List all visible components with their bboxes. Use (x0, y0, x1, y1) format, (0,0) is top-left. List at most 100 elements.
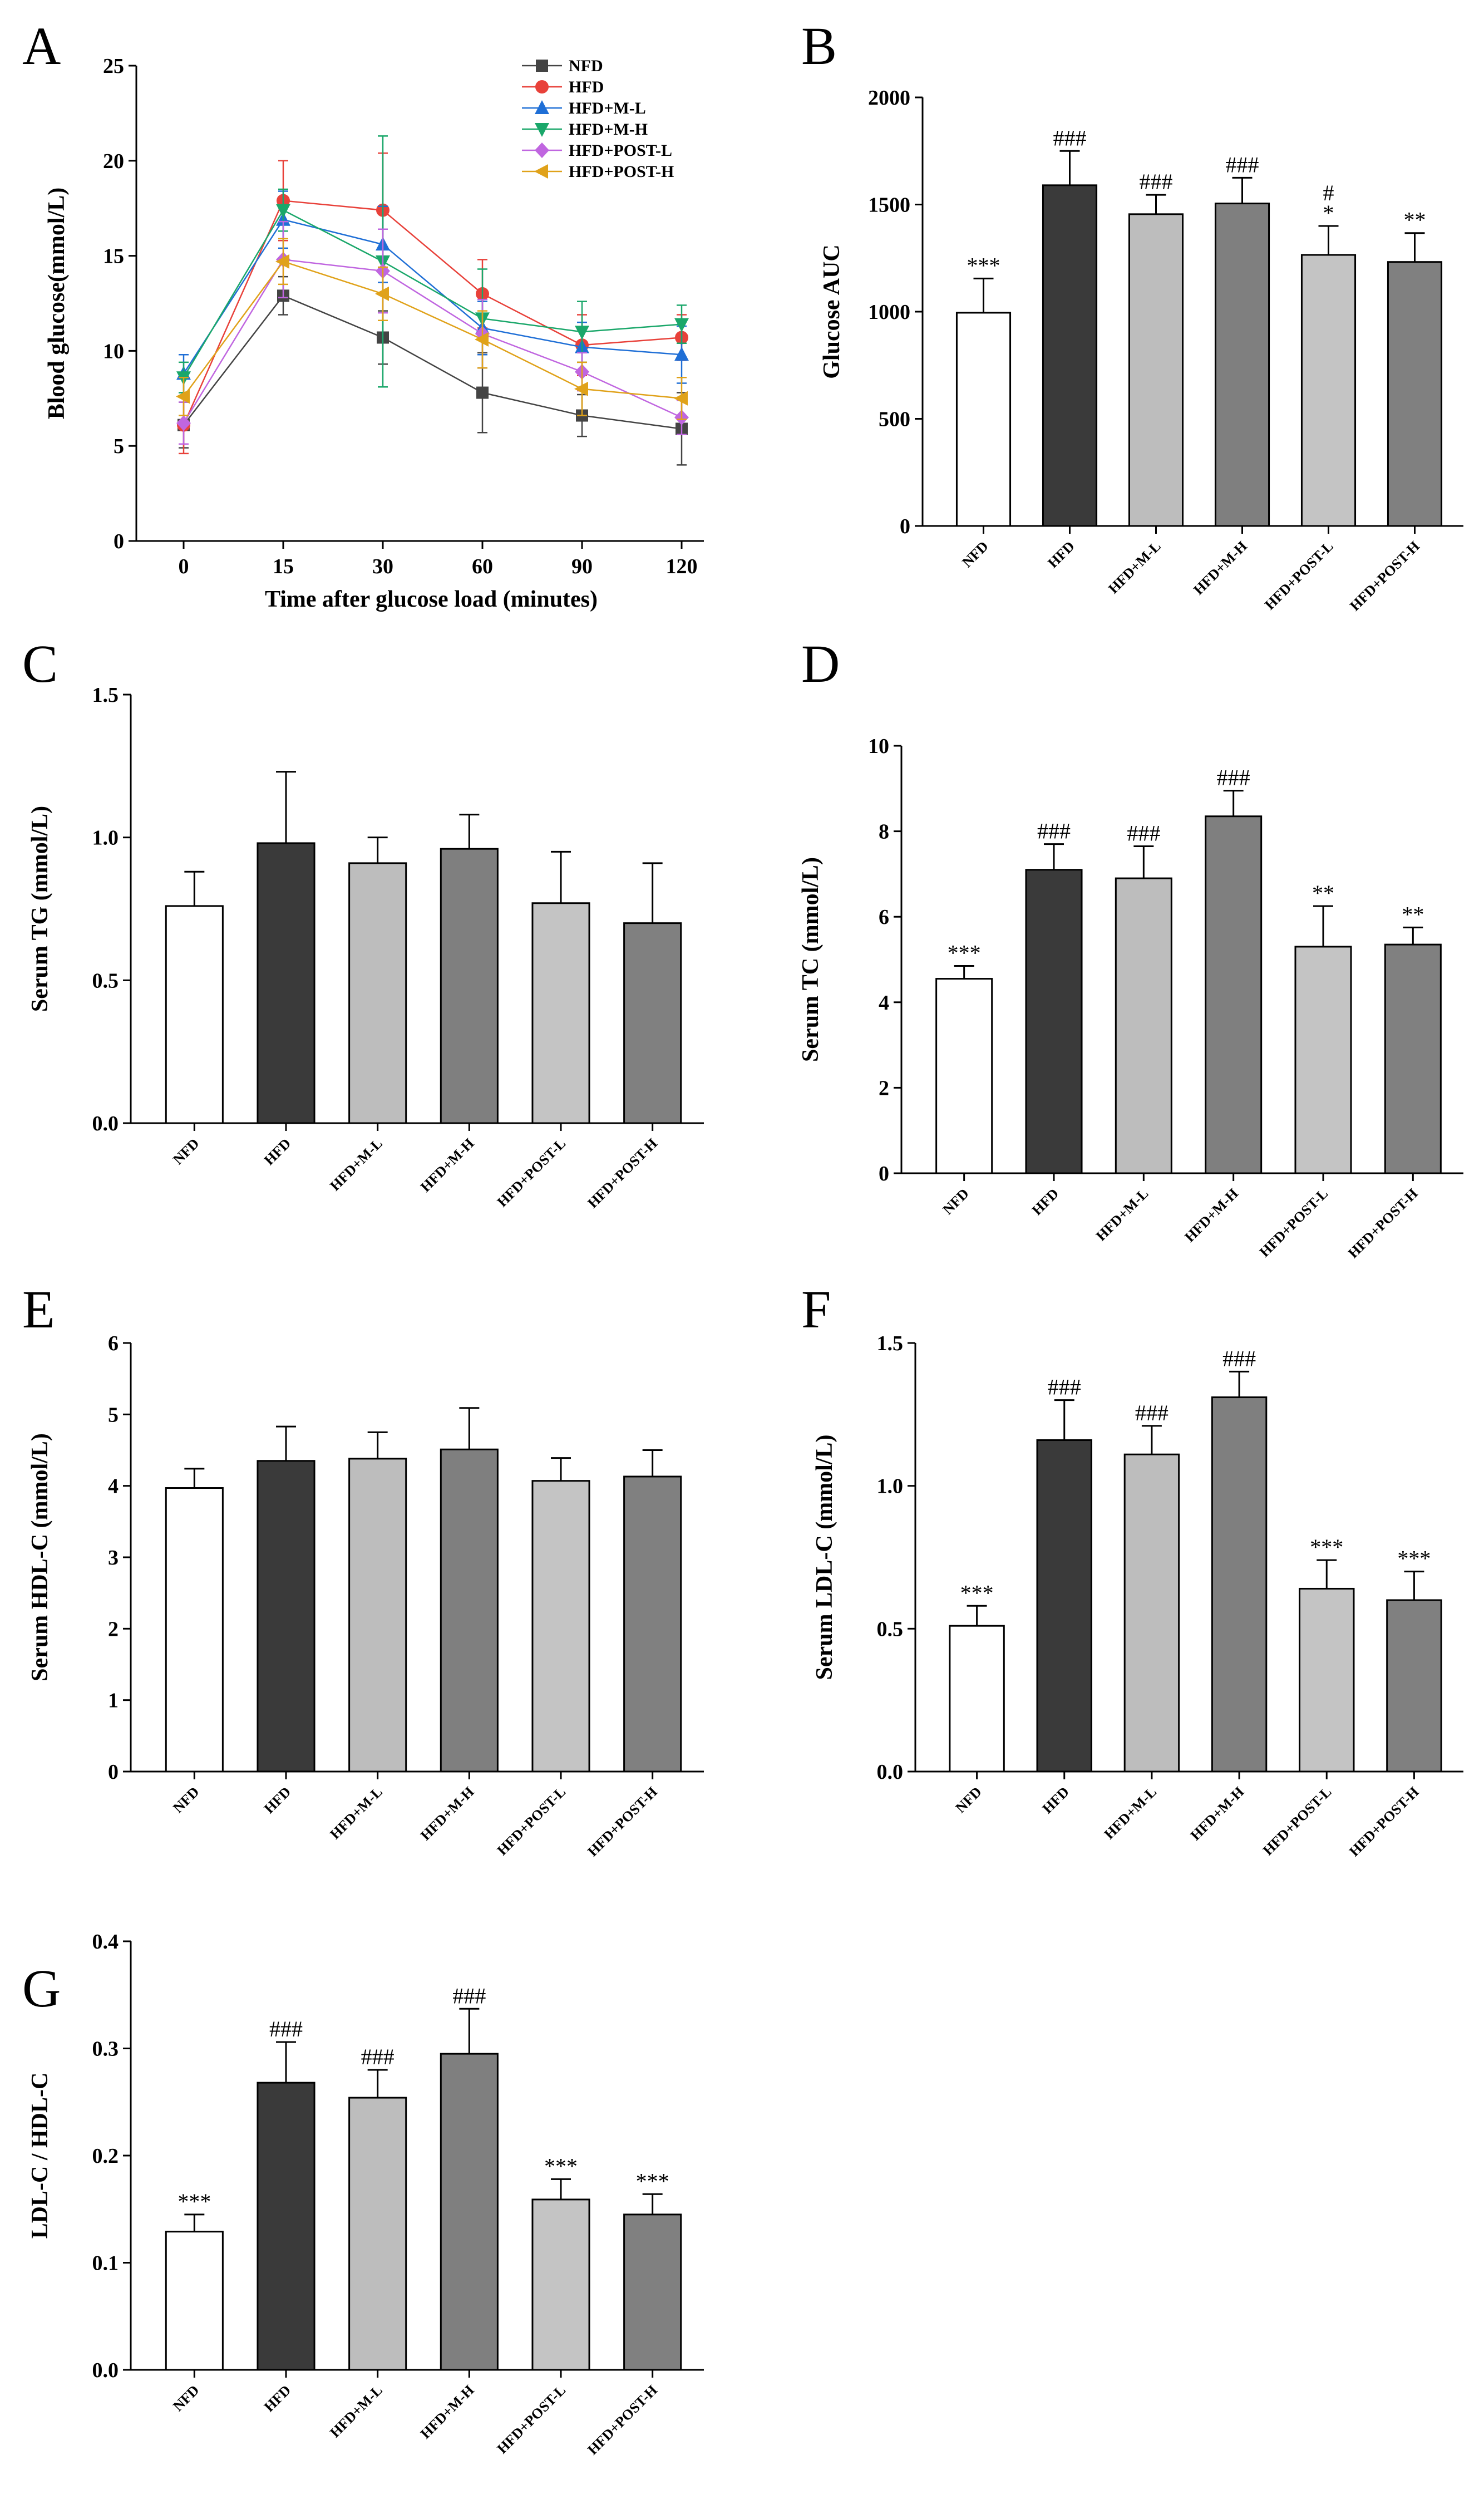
y-tick-label: 2000 (868, 86, 910, 110)
y-axis-title: Blood glucose(mmol/L) (44, 188, 70, 420)
series-line (183, 209, 682, 378)
significance-label: ### (361, 2044, 395, 2069)
significance-label: *** (636, 2168, 669, 2193)
y-tick-label: 6 (879, 906, 889, 929)
y-tick-label: 1.5 (92, 683, 119, 707)
bar-hfd+m-l (348, 862, 407, 1124)
y-tick-label: 0.1 (92, 2252, 119, 2275)
bar-hfd (257, 1460, 315, 1773)
y-tick-label: 3 (108, 1546, 119, 1570)
x-tick-label: HFD (1044, 538, 1077, 571)
x-tick-label: HFD+M-H (1187, 1784, 1248, 1844)
bar-hfd+post-h (1387, 261, 1443, 527)
y-tick-label: 0 (879, 1162, 889, 1185)
y-tick-label: 0 (114, 530, 124, 553)
y-tick-label: 25 (103, 55, 124, 78)
point-marker (674, 391, 688, 406)
y-tick-label: 0.0 (92, 2359, 119, 2382)
bar-hfd+post-l (531, 1480, 590, 1773)
panel-d-chart: D 0 2 4 6 8 10 Serum TC (mmol/L) NFD *** HFD ### HFD… (798, 634, 1463, 1261)
y-tick-label: 5 (114, 435, 124, 458)
bar-hfd+post-l (531, 2198, 590, 2371)
bar-hfd (257, 842, 315, 1124)
y-tick-label: 20 (103, 150, 124, 173)
panel-letter: A (22, 16, 61, 76)
panel-letter: G (22, 1959, 61, 2018)
significance-label: ### (1226, 152, 1259, 177)
bar-nfd (955, 312, 1012, 527)
y-axis-title: Glucose AUC (819, 244, 845, 379)
bar-hfd (257, 2082, 315, 2371)
y-tick-label: 0 (108, 1760, 119, 1784)
x-tick-label: HFD+POST-H (584, 1784, 660, 1860)
bar-hfd+m-h (1214, 203, 1270, 527)
y-tick-label: 1 (108, 1689, 119, 1713)
significance-label: *** (544, 2153, 578, 2178)
legend-label: HFD+M-H (569, 120, 648, 139)
significance-label: ### (1053, 125, 1087, 150)
y-tick-label: 0.5 (877, 1617, 904, 1641)
point-marker (176, 415, 191, 431)
y-tick-label: 0.3 (92, 2038, 119, 2061)
x-tick-label: 30 (372, 555, 393, 578)
significance-label: ### (1037, 819, 1071, 844)
series-line (183, 219, 682, 375)
y-axis-title: Serum LDL-C (mmol/L) (812, 1435, 837, 1680)
y-axis-title: Serum TG (mmol/L) (27, 806, 53, 1012)
x-tick-label: HFD+POST-H (584, 2382, 660, 2458)
bar-hfd+post-h (1384, 943, 1442, 1174)
x-tick-label: HFD (261, 1135, 294, 1168)
point-marker (276, 204, 290, 218)
y-tick-label: 15 (103, 245, 124, 268)
x-tick-label: HFD (261, 1784, 294, 1817)
significance-label: *** (967, 253, 1000, 278)
panel-e-chart: E 0 1 2 3 4 5 6 Serum HDL-C (mmol/L) NFD HFD HFD+M-… (22, 1280, 704, 1859)
y-tick-label: 5 (108, 1403, 119, 1426)
y-tick-label: 1000 (868, 301, 910, 324)
bar-hfd+m-l (348, 1458, 407, 1773)
bar-nfd (165, 1487, 224, 1773)
y-tick-label: 0 (900, 515, 910, 538)
x-tick-label: HFD+M-L (1105, 538, 1164, 597)
x-tick-label: HFD+POST-L (494, 1784, 569, 1859)
bar-hfd+post-l (1300, 254, 1357, 527)
bar-nfd (949, 1625, 1005, 1773)
legend-marker (535, 80, 549, 94)
legend-marker (535, 100, 549, 114)
x-tick-label: HFD+M-L (327, 1784, 386, 1843)
significance-label: ### (1217, 765, 1250, 790)
x-tick-label: 90 (571, 555, 593, 578)
panel-f-chart: F 0.0 0.5 1.0 1.5 Serum LDL-C (mmol/L) NFD *** H… (801, 1280, 1463, 1859)
x-tick-label: 120 (666, 555, 698, 578)
significance-label: *** (1310, 1534, 1343, 1559)
bar-hfd+m-l (1115, 877, 1172, 1174)
x-tick-label: 15 (273, 555, 294, 578)
bar-hfd+m-l (1123, 1453, 1180, 1773)
legend-label: HFD+POST-L (569, 141, 672, 160)
y-tick-label: 0.5 (92, 969, 119, 992)
y-tick-label: 2 (108, 1617, 119, 1641)
legend-marker (535, 123, 549, 137)
panel-a-chart: A 0 5 10 15 20 25 Blood glucose(mmol/L) 0 15 30 60 9… (22, 16, 704, 612)
y-tick-label: 10 (868, 735, 889, 758)
point-marker (674, 318, 689, 332)
bar-hfd+m-h (1205, 815, 1263, 1174)
x-tick-label: HFD (261, 2382, 294, 2415)
legend-label: HFD+M-L (569, 99, 646, 117)
bar-hfd+post-l (1294, 946, 1352, 1174)
x-tick-label: HFD (1039, 1784, 1072, 1817)
x-tick-label: 0 (179, 555, 189, 578)
x-tick-label: HFD+POST-L (494, 2382, 569, 2457)
series-line (183, 294, 682, 430)
panel-g-chart: G 0.0 0.1 0.2 0.3 0.4 LDL-C / HDL-C NFD *** HFD ##… (22, 1930, 704, 2458)
y-tick-label: 0.2 (92, 2144, 119, 2168)
panel-letter: D (801, 634, 840, 693)
bar-hfd+m-h (1211, 1396, 1268, 1773)
significance-label: # (1323, 180, 1334, 205)
y-tick-label: 0.0 (92, 1112, 119, 1135)
x-tick-label: HFD+M-H (417, 1135, 477, 1195)
series-line (183, 260, 682, 400)
bar-hfd+m-h (440, 2053, 499, 2371)
bar-hfd+m-l (1128, 213, 1184, 527)
